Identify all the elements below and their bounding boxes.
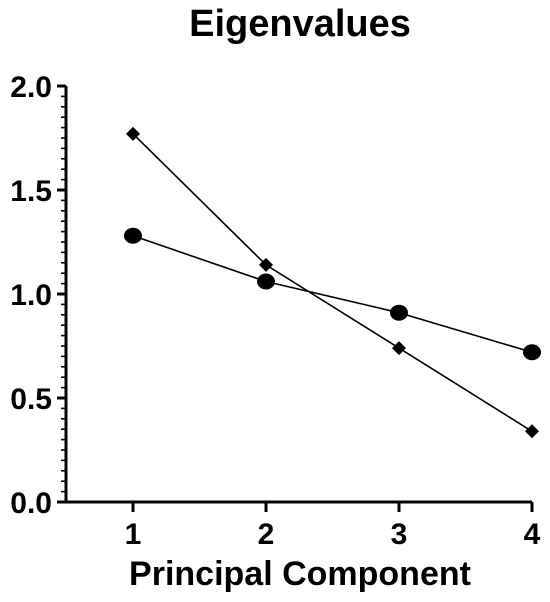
y-axis: 0.0 0.5 1.0 1.5 2.0 <box>10 71 68 520</box>
series-line <box>132 235 533 354</box>
y-tick-label: 0.5 <box>10 383 52 416</box>
series-layer <box>124 126 541 439</box>
diamond-marker <box>392 341 406 356</box>
x-tick-label: 1 <box>125 518 142 551</box>
diamond-marker <box>525 424 539 439</box>
y-tick-label: 1.0 <box>10 279 52 312</box>
x-axis: 1 2 3 4 <box>66 500 541 551</box>
series-2 <box>126 126 539 439</box>
series-line <box>132 133 533 432</box>
circle-marker <box>523 344 541 361</box>
x-tick-label: 2 <box>258 518 275 551</box>
y-tick-label: 2.0 <box>10 71 52 104</box>
circle-marker <box>124 227 142 244</box>
x-tick-label: 3 <box>391 518 408 551</box>
diamond-marker <box>259 257 273 272</box>
x-tick-label: 4 <box>524 518 541 551</box>
chart-title: Eigenvalues <box>189 3 411 45</box>
circle-marker <box>390 304 408 321</box>
diamond-marker <box>126 126 140 141</box>
circle-marker <box>257 273 275 290</box>
x-axis-label: Principal Component <box>129 555 471 593</box>
series-1 <box>124 227 541 361</box>
y-tick-label: 1.5 <box>10 175 52 208</box>
y-tick-label: 0.0 <box>10 487 52 520</box>
